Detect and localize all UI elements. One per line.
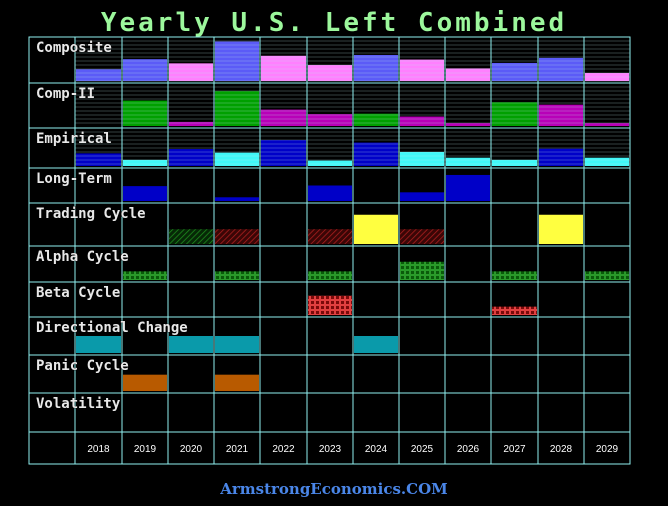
bar-comp-ii-2020 — [169, 121, 213, 126]
year-label-2023: 2023 — [319, 444, 342, 455]
bar-alpha-cycle-2027 — [492, 271, 537, 280]
bar-panic-cycle-2021 — [215, 374, 259, 391]
footer-source: ArmstrongEconomics.COM — [220, 480, 448, 498]
bar-empirical-2019 — [123, 159, 167, 166]
bar-empirical-2024 — [354, 142, 398, 166]
bar-directional-change-2020 — [169, 336, 213, 353]
bar-trading-cycle-2024 — [354, 214, 398, 244]
bar-comp-ii-2028 — [539, 104, 583, 126]
bar-directional-change-2021 — [215, 336, 259, 353]
bar-comp-ii-2023 — [308, 114, 352, 126]
year-label-2019: 2019 — [134, 444, 157, 455]
chart-title: Yearly U.S. Left Combined — [100, 8, 568, 38]
bar-directional-change-2024 — [354, 336, 398, 353]
bar-comp-ii-2027 — [492, 102, 537, 126]
row-label-trading-cycle: Trading Cycle — [36, 206, 146, 222]
bar-alpha-cycle-2029 — [585, 271, 629, 280]
bar-comp-ii-2026 — [446, 123, 490, 126]
year-label-2026: 2026 — [457, 444, 480, 455]
bar-empirical-2026 — [446, 157, 490, 166]
year-label-2024: 2024 — [365, 444, 388, 455]
bar-composite-2020 — [169, 63, 213, 81]
row-label-long-term: Long-Term — [36, 171, 112, 187]
bar-trading-cycle-2023 — [308, 229, 352, 244]
bar-directional-change-2018 — [76, 336, 121, 353]
bar-trading-cycle-2021 — [215, 229, 259, 244]
bar-alpha-cycle-2023 — [308, 271, 352, 280]
bar-empirical-2022 — [261, 140, 306, 166]
bar-empirical-2029 — [585, 157, 629, 166]
year-label-2028: 2028 — [550, 444, 573, 455]
row-label-empirical: Empirical — [36, 131, 112, 147]
bar-alpha-cycle-2025 — [400, 261, 444, 280]
bar-panic-cycle-2019 — [123, 374, 167, 391]
bar-empirical-2023 — [308, 160, 352, 166]
bar-alpha-cycle-2021 — [215, 271, 259, 280]
bar-comp-ii-2022 — [261, 109, 306, 126]
bar-long-term-2025 — [400, 192, 444, 201]
bar-composite-2026 — [446, 68, 490, 81]
year-label-2021: 2021 — [226, 444, 249, 455]
bar-beta-cycle-2027 — [492, 306, 537, 315]
year-label-2022: 2022 — [272, 444, 295, 455]
bar-comp-ii-2025 — [400, 116, 444, 126]
bar-composite-2024 — [354, 54, 398, 81]
bar-long-term-2019 — [123, 186, 167, 201]
bar-long-term-2021 — [215, 197, 259, 201]
year-label-2029: 2029 — [596, 444, 619, 455]
bar-empirical-2028 — [539, 148, 583, 166]
bar-trading-cycle-2028 — [539, 214, 583, 244]
bar-comp-ii-2024 — [354, 113, 398, 126]
year-label-2020: 2020 — [180, 444, 203, 455]
row-label-alpha-cycle: Alpha Cycle — [36, 249, 129, 265]
bar-composite-2027 — [492, 62, 537, 81]
chart-border — [28, 36, 631, 465]
row-label-panic-cycle: Panic Cycle — [36, 358, 129, 374]
row-label-directional-change: Directional Change — [36, 320, 188, 336]
bar-long-term-2026 — [446, 174, 490, 201]
bar-comp-ii-2019 — [123, 100, 167, 126]
bar-trading-cycle-2025 — [400, 229, 444, 244]
bar-comp-ii-2029 — [585, 123, 629, 126]
bar-beta-cycle-2023 — [308, 295, 352, 315]
bar-composite-2019 — [123, 59, 167, 81]
bar-composite-2018 — [76, 69, 121, 81]
row-label-composite: Composite — [36, 40, 112, 56]
bar-composite-2028 — [539, 57, 583, 81]
year-label-2018: 2018 — [87, 444, 110, 455]
row-label-volatility: Volatility — [36, 396, 121, 412]
row-label-beta-cycle: Beta Cycle — [36, 285, 120, 301]
bar-comp-ii-2021 — [215, 91, 259, 126]
bar-trading-cycle-2020 — [169, 229, 213, 244]
year-label-2027: 2027 — [503, 444, 526, 455]
bar-alpha-cycle-2019 — [123, 271, 167, 280]
bar-empirical-2025 — [400, 151, 444, 166]
bar-long-term-2023 — [308, 185, 352, 201]
bar-empirical-2027 — [492, 159, 537, 166]
row-label-comp-ii: Comp-II — [36, 86, 95, 102]
bar-composite-2025 — [400, 59, 444, 81]
bar-empirical-2020 — [169, 149, 213, 166]
year-label-2025: 2025 — [411, 444, 434, 455]
